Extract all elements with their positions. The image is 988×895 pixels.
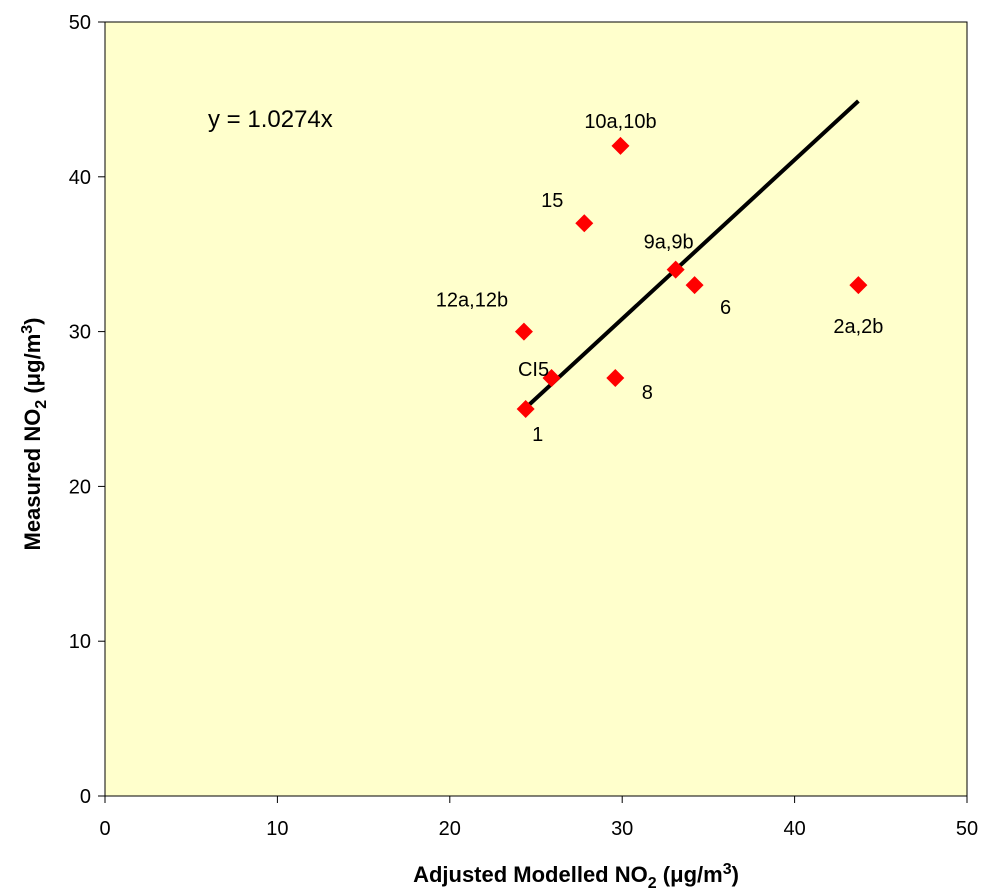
y-tick-label: 20 bbox=[69, 476, 91, 498]
y-tick-label: 40 bbox=[69, 167, 91, 189]
data-point-2a-2b bbox=[849, 276, 868, 295]
data-point-6 bbox=[685, 276, 704, 295]
point-labels: 1 CI5 12a,12b 8 15 10a,10b 9a,9b 6 2a,2b bbox=[436, 111, 884, 446]
data-point-ci5 bbox=[542, 369, 561, 388]
x-tick-label: 20 bbox=[439, 818, 461, 840]
point-label-6: 6 bbox=[720, 297, 731, 319]
point-label-9a-9b: 9a,9b bbox=[644, 232, 694, 254]
trendline-equation: y = 1.0274x bbox=[208, 106, 333, 133]
data-point-9a-9b bbox=[666, 260, 685, 279]
point-label-ci5: CI5 bbox=[518, 359, 549, 381]
x-axis-ticks: 0 10 20 30 40 50 bbox=[99, 796, 978, 840]
point-label-12a-12b: 12a,12b bbox=[436, 290, 508, 312]
x-tick-label: 50 bbox=[956, 818, 978, 840]
point-label-15: 15 bbox=[541, 190, 563, 212]
point-label-1: 1 bbox=[532, 424, 543, 446]
x-axis-title: Adjusted Modelled NO2 (μg/m3) bbox=[413, 861, 739, 892]
x-tick-label: 40 bbox=[783, 818, 805, 840]
data-points bbox=[514, 136, 868, 418]
point-label-8: 8 bbox=[642, 382, 653, 404]
trendline bbox=[522, 99, 860, 411]
data-point-10a-10b bbox=[611, 136, 630, 155]
x-tick-label: 10 bbox=[266, 818, 288, 840]
data-point-15 bbox=[575, 214, 594, 233]
y-tick-label: 30 bbox=[69, 322, 91, 344]
plot-area bbox=[104, 21, 968, 797]
data-point-8 bbox=[606, 369, 625, 388]
y-axis-title: Measured NO2 (μg/m3) bbox=[19, 317, 50, 550]
data-point-1 bbox=[516, 400, 535, 418]
y-tick-label: 0 bbox=[80, 786, 91, 808]
y-axis-ticks: 0 10 20 30 40 50 bbox=[69, 12, 105, 808]
point-label-10a-10b: 10a,10b bbox=[584, 111, 656, 133]
x-tick-label: 30 bbox=[611, 818, 633, 840]
y-tick-label: 10 bbox=[69, 631, 91, 653]
point-label-2a-2b: 2a,2b bbox=[833, 316, 883, 338]
y-tick-label: 50 bbox=[69, 12, 91, 34]
data-point-12a-12b bbox=[514, 322, 533, 341]
x-tick-label: 0 bbox=[99, 818, 110, 840]
